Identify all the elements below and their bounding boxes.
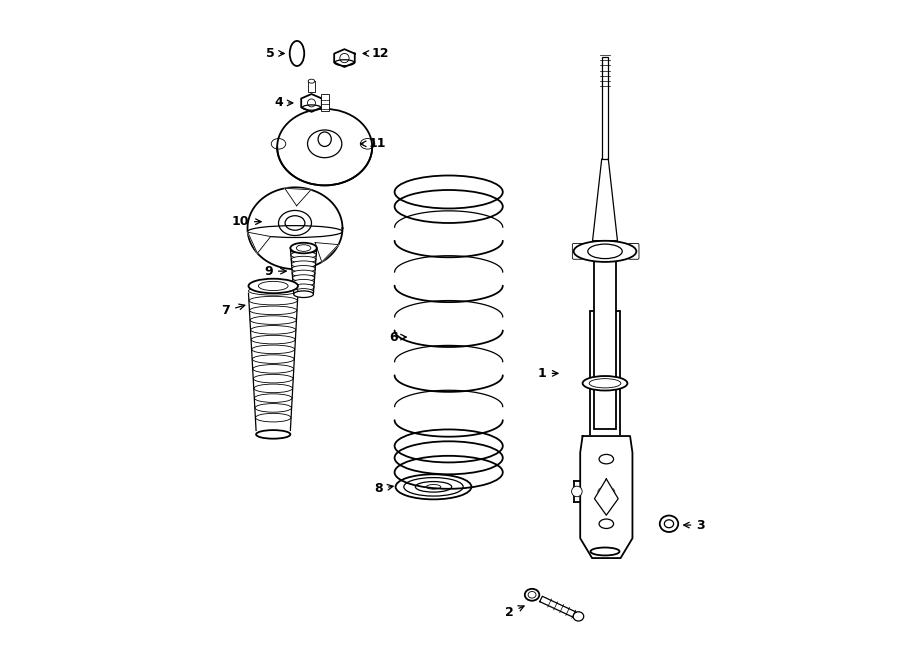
Text: 2: 2 [505, 606, 524, 619]
Text: 4: 4 [274, 97, 292, 110]
Text: 1: 1 [538, 367, 558, 380]
Polygon shape [315, 243, 338, 262]
Ellipse shape [250, 316, 296, 325]
Polygon shape [284, 188, 311, 206]
Polygon shape [595, 479, 618, 515]
Text: 12: 12 [364, 47, 390, 60]
Circle shape [572, 486, 582, 496]
FancyBboxPatch shape [628, 243, 639, 259]
Polygon shape [580, 436, 633, 558]
Ellipse shape [248, 279, 298, 293]
Ellipse shape [291, 243, 317, 253]
Ellipse shape [255, 394, 292, 403]
Polygon shape [248, 187, 343, 269]
Polygon shape [592, 159, 617, 241]
Ellipse shape [660, 516, 679, 532]
Ellipse shape [252, 345, 294, 354]
Ellipse shape [573, 241, 636, 262]
Bar [602, 57, 608, 159]
Ellipse shape [256, 430, 291, 439]
Text: 7: 7 [221, 304, 245, 317]
Ellipse shape [255, 404, 292, 412]
Polygon shape [334, 49, 355, 67]
Ellipse shape [291, 247, 317, 254]
Ellipse shape [335, 59, 355, 65]
Text: 10: 10 [231, 215, 261, 228]
FancyBboxPatch shape [572, 243, 583, 259]
Ellipse shape [308, 79, 315, 83]
Ellipse shape [291, 256, 316, 263]
Ellipse shape [599, 519, 614, 529]
Ellipse shape [252, 355, 294, 364]
Ellipse shape [293, 284, 314, 291]
Ellipse shape [573, 612, 584, 621]
Ellipse shape [590, 547, 619, 555]
Ellipse shape [292, 261, 316, 268]
Text: 3: 3 [684, 519, 705, 531]
Ellipse shape [292, 270, 315, 277]
Polygon shape [540, 596, 577, 618]
Ellipse shape [292, 275, 315, 282]
Ellipse shape [254, 384, 292, 393]
Polygon shape [248, 232, 271, 253]
Bar [308, 81, 315, 93]
Text: 11: 11 [361, 137, 386, 150]
Ellipse shape [248, 287, 298, 295]
Bar [595, 241, 616, 430]
Ellipse shape [525, 589, 539, 601]
Ellipse shape [292, 266, 315, 272]
Ellipse shape [249, 296, 297, 305]
Ellipse shape [302, 105, 320, 110]
Ellipse shape [254, 374, 293, 383]
Ellipse shape [598, 486, 615, 498]
Text: 8: 8 [374, 483, 393, 495]
Bar [320, 95, 328, 111]
Text: 5: 5 [266, 47, 284, 60]
Ellipse shape [251, 335, 295, 344]
Ellipse shape [582, 376, 627, 391]
Ellipse shape [251, 326, 296, 334]
Ellipse shape [291, 252, 317, 258]
Ellipse shape [249, 306, 297, 315]
Text: 9: 9 [265, 264, 286, 278]
Bar [590, 311, 619, 551]
Ellipse shape [293, 291, 313, 297]
Ellipse shape [256, 413, 291, 422]
Polygon shape [302, 94, 322, 112]
Text: 6: 6 [390, 330, 406, 344]
Ellipse shape [293, 289, 314, 295]
Ellipse shape [253, 365, 293, 373]
Ellipse shape [292, 280, 314, 286]
Ellipse shape [599, 454, 614, 464]
